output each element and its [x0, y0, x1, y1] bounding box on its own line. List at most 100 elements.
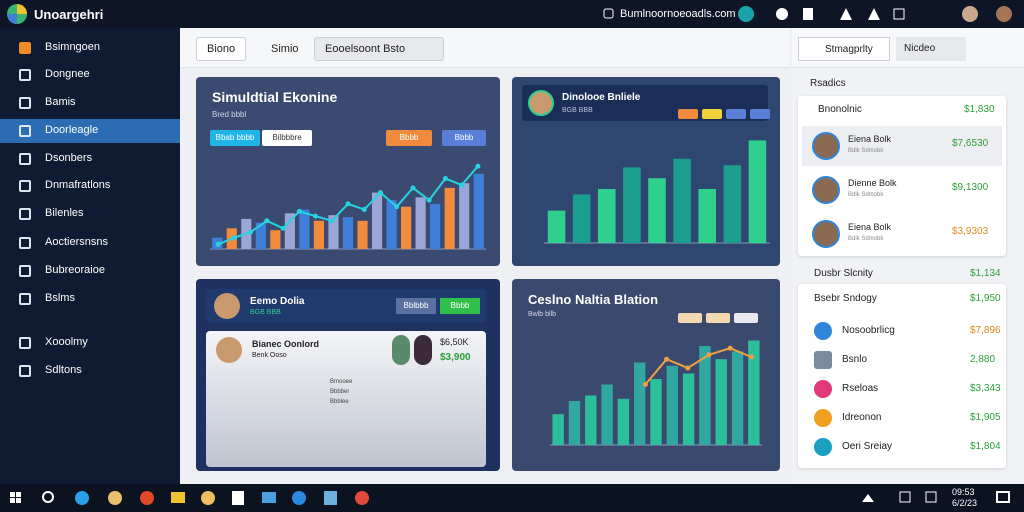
person-row[interactable]: Eiena Bolk Bdlk Sdmobk $7,6530	[802, 126, 1002, 166]
sidebar-item[interactable]: Dsonbers	[0, 147, 180, 171]
line-point	[442, 176, 448, 181]
line-point	[264, 218, 270, 224]
sidebar-item[interactable]: Doorleagle	[0, 119, 180, 143]
list-row[interactable]: Nosoobrlicg $7,896	[798, 318, 1006, 344]
sidebar-item[interactable]: Dnmafratlons	[0, 174, 180, 198]
list-row[interactable]: Rseloas $3,343	[798, 376, 1006, 402]
line-point	[248, 229, 254, 235]
avatar	[392, 335, 410, 365]
sidebar-icon	[19, 208, 31, 220]
sidebar-item[interactable]: Aoctiersnsns	[0, 231, 180, 255]
bar	[585, 395, 597, 445]
panel-chart	[544, 140, 770, 244]
bar	[648, 178, 666, 243]
bar	[682, 373, 695, 445]
sidebar-item[interactable]: Sdltons	[0, 359, 180, 383]
bar	[284, 213, 295, 249]
tab[interactable]: Simio	[271, 43, 299, 55]
sidebar-item[interactable]: Bubreoraioe	[0, 259, 180, 283]
list-label: Oeri Sreiay	[842, 441, 893, 452]
taskbar-icons	[10, 491, 937, 505]
filter-chip[interactable]	[678, 109, 698, 119]
sidebar-label: Bubreoraioe	[45, 264, 105, 276]
sidebar-label: Dsonbers	[45, 152, 93, 164]
avatar	[812, 132, 840, 160]
person-name: Eiena Bolk	[848, 134, 892, 144]
bar	[473, 173, 484, 249]
notification-icon[interactable]	[996, 491, 1010, 503]
list-row[interactable]: Bsnlo 2,880	[798, 347, 1006, 373]
right-header: Stmagprlty Nicdeo	[792, 28, 1024, 68]
sidebar-label: Sdltons	[45, 364, 82, 376]
tab[interactable]: Nicdeo	[896, 37, 966, 61]
person-name: Eiena Bolk	[848, 222, 892, 232]
sidebar-icon	[19, 97, 31, 109]
sidebar-item[interactable]: Bilenles	[0, 202, 180, 226]
panel-button[interactable]: Bblbbb	[396, 298, 436, 314]
sidebar-item[interactable]: Dongnee	[0, 63, 180, 87]
bar	[313, 220, 325, 249]
list-row[interactable]: Idreonon $1,905	[798, 405, 1006, 431]
line-point	[685, 365, 691, 371]
taskbar: 09:53 6/2/23	[0, 484, 1024, 512]
bar	[597, 189, 616, 243]
line-point	[706, 352, 712, 358]
line-point	[642, 382, 648, 387]
person-name: Dienne Bolk	[848, 178, 897, 188]
filter-chip[interactable]	[726, 109, 746, 119]
app-name: Unoargehri	[34, 7, 104, 22]
section-title: Dusbr Slcnity	[814, 268, 873, 279]
search-text[interactable]: Bumlnoornoeoadls.com	[620, 8, 736, 20]
top-bar: Unoargehri Bumlnoornoeoadls.com	[0, 0, 1024, 28]
bar	[342, 217, 354, 249]
sidebar-item[interactable]: Bamis	[0, 91, 180, 115]
panel-subtitle: Bred bbbl	[212, 110, 247, 119]
line-point	[345, 201, 351, 207]
bar	[748, 340, 760, 445]
sidebar-icon	[19, 69, 31, 81]
inner-card: Bianec Oonlord Benk Ooso $6,50K $3,900 Bmooe…	[206, 331, 486, 467]
panel-button[interactable]: Bbbb	[442, 130, 486, 146]
card: Bnonolnic $1,830 Eiena Bolk Bdlk Sdmobk $7,6…	[798, 96, 1006, 256]
filter-chip[interactable]	[706, 313, 730, 323]
panel-button[interactable]: Bbbb	[440, 298, 480, 314]
bar	[633, 362, 646, 445]
list-icon	[814, 409, 832, 427]
panel-button[interactable]: Bbbb	[386, 130, 432, 146]
avatar	[812, 220, 840, 248]
tab[interactable]: Biono	[196, 37, 247, 61]
panel-button[interactable]: Bilbbbre	[262, 130, 312, 146]
sidebar-label: Dnmafratlons	[45, 179, 111, 191]
filter-chip[interactable]	[702, 109, 722, 119]
subheader: Rsadics	[810, 78, 846, 89]
list-icon	[814, 380, 832, 398]
panel-button[interactable]: Bbab bbbb	[210, 130, 260, 146]
sidebar-item[interactable]: Xooolmy	[0, 331, 180, 355]
filter-chip[interactable]	[750, 109, 770, 119]
filter-chip[interactable]	[678, 313, 702, 323]
line-point	[426, 197, 432, 203]
person-row[interactable]: Dienne Bolk Bdlk Sdmobk $9,1300	[802, 170, 1002, 210]
sidebar-icon	[19, 337, 31, 349]
filter-chip[interactable]	[734, 313, 758, 323]
bar	[401, 206, 412, 249]
tab[interactable]: Stmagprlty	[798, 37, 890, 61]
list-amount: $1,905	[970, 412, 1001, 423]
person-amount: $9,1300	[952, 182, 989, 193]
sidebar-item[interactable]: Bsimngoen	[0, 36, 180, 60]
bar	[666, 365, 679, 445]
line-point	[313, 213, 319, 219]
list-row[interactable]: Oeri Sreiay $1,804	[798, 434, 1006, 460]
bar	[748, 140, 767, 243]
bar	[673, 158, 691, 243]
bar	[357, 220, 368, 249]
sidebar-item[interactable]: Bslms	[0, 287, 180, 311]
line-point	[377, 190, 383, 196]
bar	[415, 197, 426, 249]
panel-subtitle: Bwlb bllb	[528, 311, 557, 318]
panel-header: Dinolooe Bnliele BGB BBB	[522, 85, 770, 121]
line-point	[296, 208, 302, 214]
legend-entry: Bmooee	[330, 379, 353, 385]
person-row[interactable]: Eiena Bolk Bdlk Sdmobk $3,9303	[802, 214, 1002, 254]
tab[interactable]: Eooelsoont Bsto	[314, 37, 444, 61]
